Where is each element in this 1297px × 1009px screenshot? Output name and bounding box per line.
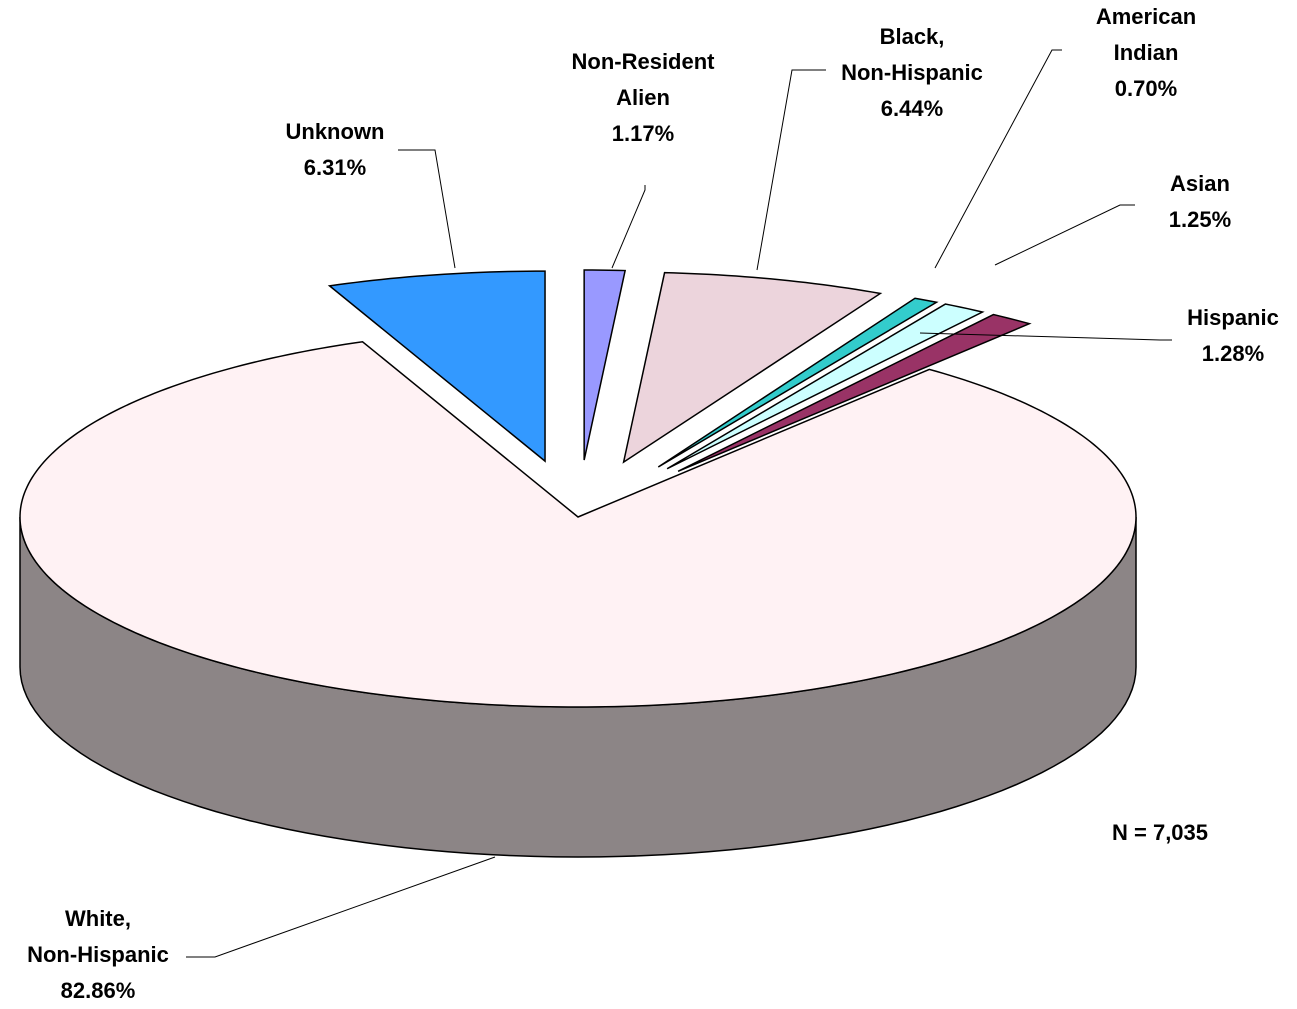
slices [19, 269, 1137, 858]
leader-line [756, 69, 826, 271]
slice [583, 269, 627, 461]
category-label: Non-Resident Alien [571, 49, 715, 110]
category-label: White, Non-Hispanic [27, 906, 169, 967]
leader-line [919, 332, 1172, 341]
slice [657, 297, 939, 468]
leader-line [934, 49, 1062, 269]
category-label: American Indian [1095, 4, 1197, 65]
value-label: 6.31% [303, 155, 367, 180]
slice [622, 271, 883, 464]
slice [19, 340, 1137, 708]
leader-line [186, 856, 496, 958]
value-label: 1.28% [1201, 341, 1265, 366]
slice [327, 270, 546, 463]
slice-label: Non-Resident Alien 1.17% [572, 44, 715, 152]
category-label: Hispanic [1187, 305, 1279, 330]
slice-label: American Indian 0.70% [1096, 0, 1196, 107]
category-label: Asian [1170, 171, 1230, 196]
leader-line [611, 185, 646, 269]
slice-label: White, Non-Hispanic 82.86% [27, 901, 169, 1009]
slice [666, 303, 985, 470]
leader-line [398, 149, 456, 269]
category-label: Unknown [285, 119, 385, 144]
slice-label: Black, Non-Hispanic 6.44% [841, 19, 983, 127]
leader-line [994, 204, 1135, 266]
slice [677, 313, 1032, 472]
slice-label: Unknown 6.31% [286, 114, 385, 186]
slice-label: Asian 1.25% [1169, 166, 1231, 238]
value-label: 1.17% [611, 121, 675, 146]
leader-lines [186, 49, 1172, 958]
value-label: 6.44% [880, 96, 944, 121]
value-label: 0.70% [1114, 76, 1178, 101]
value-label: 82.86% [60, 978, 136, 1003]
slice-label: Hispanic 1.28% [1187, 300, 1279, 372]
value-label: 1.25% [1168, 207, 1232, 232]
category-label: Black, Non-Hispanic [841, 24, 983, 85]
annotation: N = 7,035 [1111, 820, 1209, 845]
